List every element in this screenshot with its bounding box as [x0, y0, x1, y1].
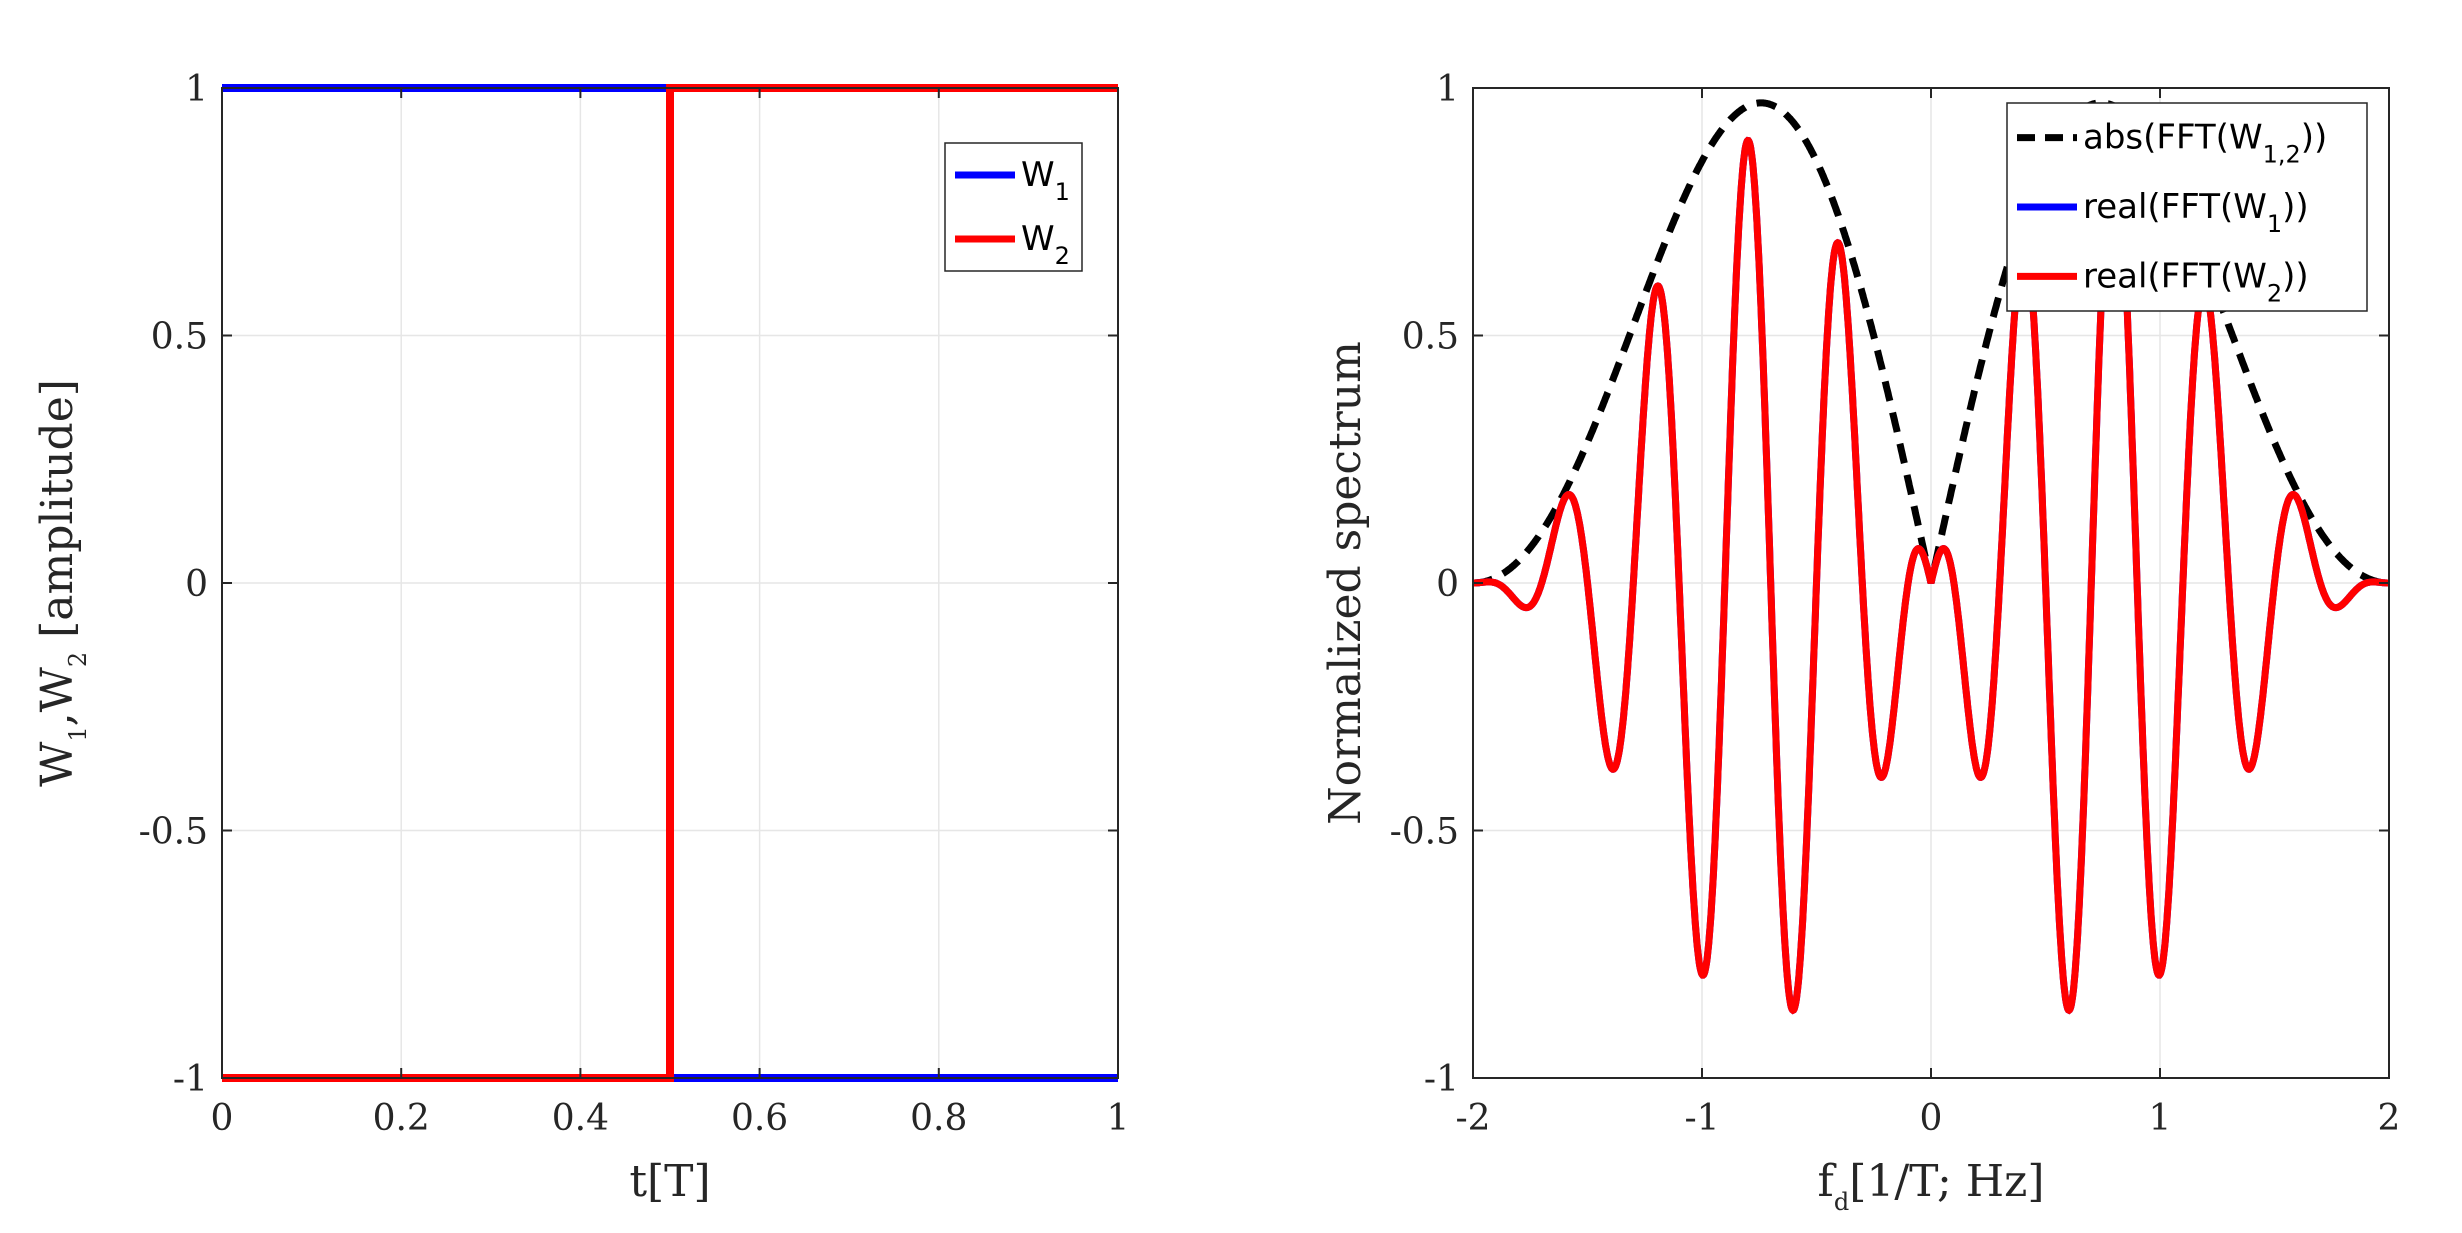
right-xtick-label: 2 — [2378, 1098, 2401, 1139]
left-ylabel-w2-sub: 2 — [64, 652, 92, 667]
left-legend-entry: W1 — [1021, 155, 1070, 206]
right-x-axis-label: fd[1/T; Hz] — [1818, 1156, 2045, 1216]
right-y-axis-label: Normalized spectrum — [1320, 341, 1371, 825]
right-ytick-label: -1 — [1424, 1059, 1459, 1100]
right-xtick-label: -1 — [1684, 1098, 1719, 1139]
right-xtick-label: 0 — [1920, 1098, 1943, 1139]
right-series — [1473, 99, 2389, 1015]
right-ytick-label: 1 — [1436, 69, 1459, 110]
right-xlabel-main: f — [1818, 1156, 1837, 1207]
right-ytick-label: 0.5 — [1402, 317, 1459, 358]
left-ticks: 0 0.2 0.4 0.6 0.8 1 -1 -0.5 0 0.5 1 — [139, 69, 1130, 1139]
right-ticks: -2 -1 0 1 2-1-0.500.51 — [1390, 69, 2401, 1139]
right-ytick-label: -0.5 — [1390, 812, 1459, 853]
right-axes: -2 -1 0 1 2-1-0.500.51 fd[1/T; Hz] Normalize… — [1320, 69, 2400, 1216]
left-legend-entry: W2 — [1021, 219, 1070, 270]
left-xtick-label: 0.4 — [552, 1098, 609, 1139]
left-xtick-label: 0.2 — [373, 1098, 430, 1139]
right-xtick-label: -2 — [1455, 1098, 1490, 1139]
right-legend: abs(FFT(W1,2)) real(FFT(W1)) real(FFT(W2)) — [2006, 102, 2368, 312]
right-legend-entry: real(FFT(W1)) — [2083, 187, 2309, 238]
right-xlabel-rest: [1/T; Hz] — [1849, 1156, 2044, 1207]
left-x-axis-label: t[T] — [629, 1156, 710, 1207]
left-xtick-label: 1 — [1107, 1098, 1130, 1139]
right-series-real2-line — [1473, 136, 2389, 1015]
left-ytick-label: 1 — [185, 69, 208, 110]
left-legend-box — [944, 142, 1083, 272]
left-xtick-label: 0.6 — [731, 1098, 788, 1139]
left-ytick-label: -1 — [173, 1059, 208, 1100]
left-ylabel-w1: W — [32, 741, 83, 787]
left-y-axis-label: W1,W2 [amplitude] — [32, 379, 92, 787]
left-ytick-label: 0.5 — [151, 317, 208, 358]
right-ytick-label: 0 — [1436, 564, 1459, 605]
left-ytick-label: 0 — [185, 564, 208, 605]
left-xtick-label: 0.8 — [910, 1098, 967, 1139]
right-xtick-label: 1 — [2149, 1098, 2172, 1139]
left-xtick-label: 0 — [211, 1098, 234, 1139]
right-legend-entry: real(FFT(W2)) — [2083, 256, 2309, 307]
right-legend-entry: abs(FFT(W1,2)) — [2083, 118, 2327, 169]
left-ylabel-w1-sub: 1 — [64, 726, 92, 741]
right-xlabel-sub: d — [1834, 1188, 1849, 1216]
left-ylabel-rest: [amplitude] — [32, 379, 83, 652]
left-axes: 0 0.2 0.4 0.6 0.8 1-1-0.500.51 t[T] W1,W2 [am… — [32, 69, 1129, 1207]
left-ylabel-sep: ,W — [32, 666, 83, 726]
left-ytick-label: -0.5 — [139, 812, 208, 853]
